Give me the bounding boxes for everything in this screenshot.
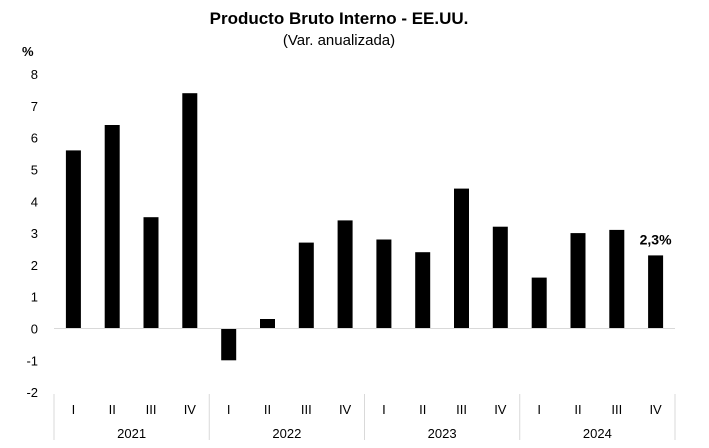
bar bbox=[531, 277, 547, 329]
bar bbox=[337, 220, 353, 329]
y-tick-label: 2 bbox=[31, 258, 38, 273]
x-tick-label: III bbox=[456, 402, 467, 417]
x-tick-label: I bbox=[72, 402, 76, 417]
y-tick-label: 6 bbox=[31, 131, 38, 146]
y-tick-label: 3 bbox=[31, 226, 38, 241]
bar bbox=[492, 226, 508, 329]
x-group-label: 2022 bbox=[272, 426, 301, 441]
x-tick-label: IV bbox=[494, 402, 507, 417]
bar bbox=[609, 229, 625, 329]
y-tick-label: 1 bbox=[31, 290, 38, 305]
chart-title: Producto Bruto Interno - EE.UU. bbox=[209, 9, 469, 28]
bar bbox=[182, 93, 198, 329]
bars bbox=[65, 93, 664, 361]
y-tick-label: 7 bbox=[31, 99, 38, 114]
y-tick-label: 0 bbox=[31, 322, 38, 337]
y-axis-unit-label: % bbox=[22, 44, 34, 59]
x-tick-label: I bbox=[227, 402, 231, 417]
x-tick-label: III bbox=[146, 402, 157, 417]
y-tick-label: 4 bbox=[31, 194, 38, 209]
x-tick-label: IV bbox=[184, 402, 197, 417]
x-group-label: 2024 bbox=[583, 426, 612, 441]
bar bbox=[260, 319, 275, 329]
x-group-label: 2021 bbox=[117, 426, 146, 441]
x-tick-label: IV bbox=[339, 402, 352, 417]
x-tick-label: I bbox=[382, 402, 386, 417]
bar bbox=[221, 328, 237, 361]
x-tick-label: III bbox=[611, 402, 622, 417]
x-tick-label: II bbox=[109, 402, 116, 417]
bar bbox=[415, 252, 431, 329]
x-tick-label: I bbox=[537, 402, 541, 417]
y-tick-label: -1 bbox=[26, 353, 38, 368]
annotations: 2,3% bbox=[640, 231, 672, 247]
chart-subtitle: (Var. anualizada) bbox=[282, 32, 396, 49]
bar bbox=[376, 239, 392, 329]
x-tick-label: II bbox=[419, 402, 426, 417]
bar bbox=[65, 150, 81, 329]
y-axis-ticks: -2 -1 0 1 2 3 4 5 6 7 8 bbox=[26, 67, 38, 400]
y-tick-label: -2 bbox=[26, 385, 38, 400]
x-group-label: 2023 bbox=[428, 426, 457, 441]
y-tick-label: 8 bbox=[31, 67, 38, 82]
x-tick-label: III bbox=[301, 402, 312, 417]
bar bbox=[298, 242, 314, 329]
x-tick-label: II bbox=[264, 402, 271, 417]
bar bbox=[454, 188, 469, 329]
bar bbox=[143, 217, 159, 329]
y-tick-label: 5 bbox=[31, 163, 38, 178]
x-tick-label: II bbox=[574, 402, 581, 417]
data-label: 2,3% bbox=[640, 231, 672, 247]
x-tick-label: IV bbox=[649, 402, 662, 417]
bar bbox=[104, 125, 120, 329]
bar bbox=[648, 255, 664, 329]
bar bbox=[570, 233, 586, 329]
